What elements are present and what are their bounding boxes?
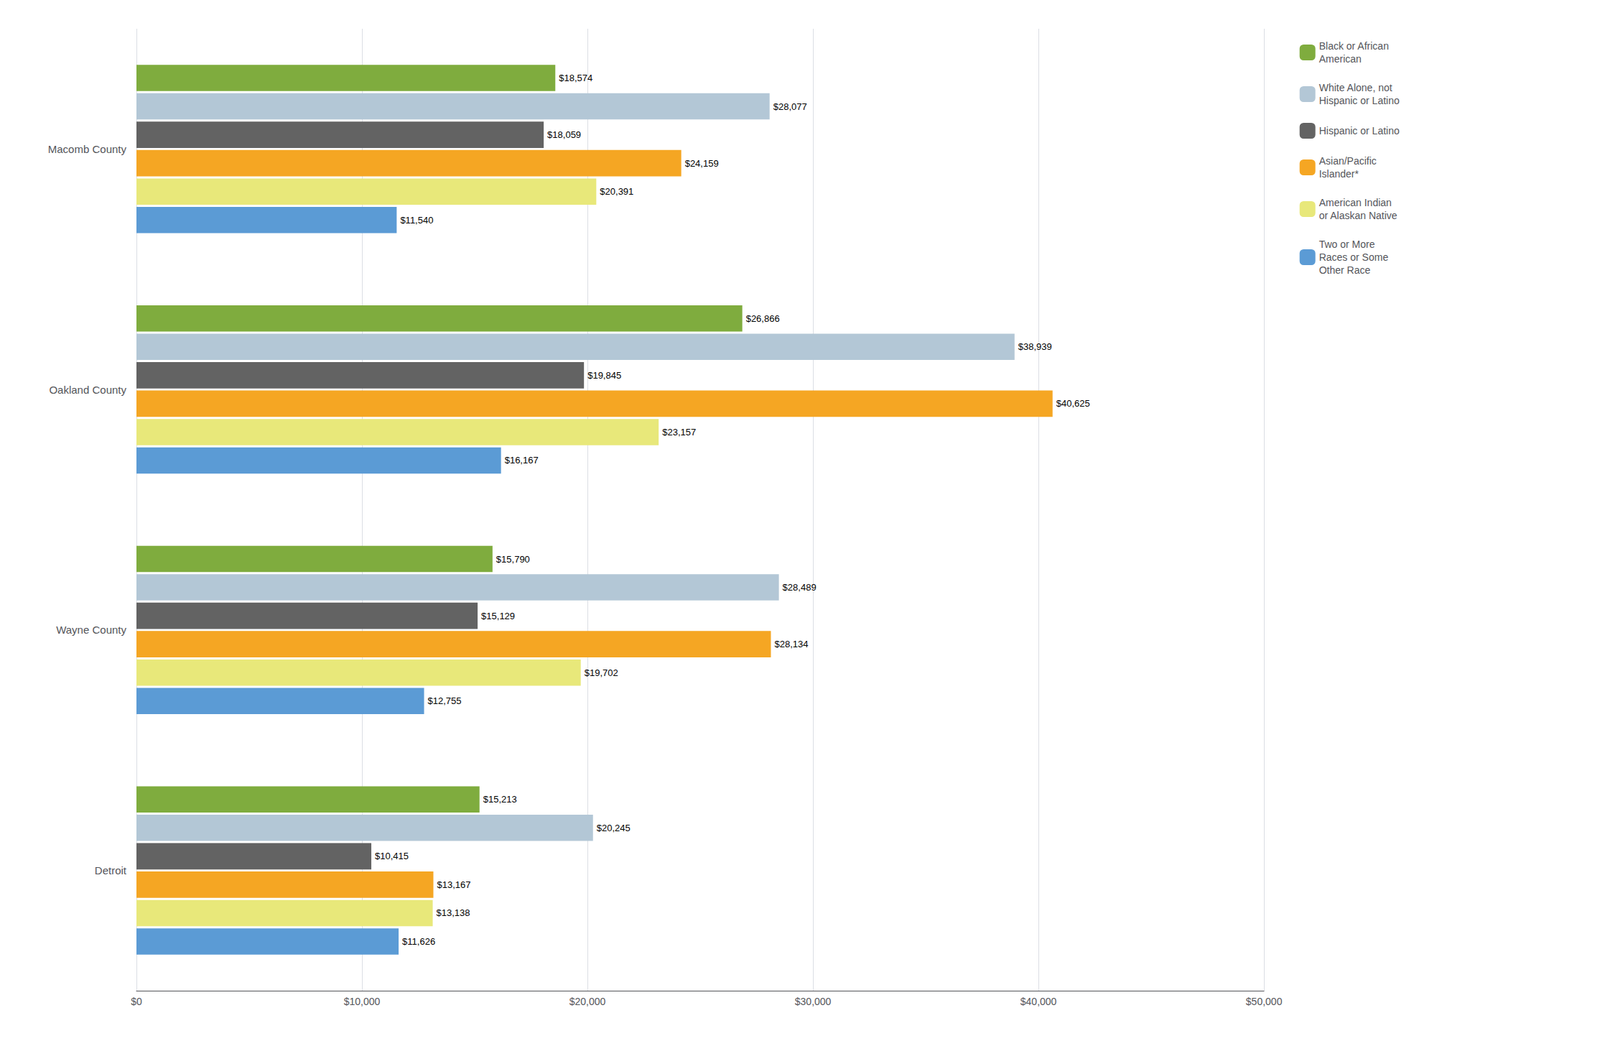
- svg-text:Hispanic or Latino: Hispanic or Latino: [1319, 124, 1400, 137]
- svg-text:$16,167: $16,167: [504, 454, 539, 466]
- svg-text:$11,540: $11,540: [400, 214, 434, 226]
- svg-text:$38,939: $38,939: [1018, 341, 1053, 352]
- svg-text:$0: $0: [130, 995, 143, 1007]
- svg-text:$26,866: $26,866: [746, 313, 780, 324]
- svg-text:$20,391: $20,391: [599, 185, 634, 197]
- svg-text:White Alone, not: White Alone, not: [1319, 81, 1393, 94]
- svg-text:$30,000: $30,000: [794, 995, 832, 1007]
- svg-text:Asian/Pacific: Asian/Pacific: [1319, 155, 1377, 167]
- svg-text:$13,167: $13,167: [436, 878, 471, 890]
- svg-text:Detroit: Detroit: [94, 863, 128, 877]
- svg-text:Oakland County: Oakland County: [48, 383, 127, 396]
- svg-text:Other Race: Other Race: [1319, 264, 1371, 276]
- svg-text:American Indian: American Indian: [1319, 196, 1392, 209]
- svg-text:Wayne County: Wayne County: [56, 623, 127, 636]
- svg-text:$13,138: $13,138: [436, 907, 471, 918]
- svg-text:$40,625: $40,625: [1056, 397, 1091, 409]
- svg-text:$40,000: $40,000: [1020, 995, 1058, 1007]
- svg-text:$19,845: $19,845: [587, 369, 622, 381]
- svg-text:$15,129: $15,129: [481, 610, 515, 622]
- svg-text:Macomb County: Macomb County: [48, 142, 128, 156]
- svg-text:$28,134: $28,134: [774, 638, 808, 650]
- svg-text:$28,077: $28,077: [773, 101, 808, 113]
- svg-text:$19,702: $19,702: [584, 667, 619, 678]
- svg-text:$18,574: $18,574: [558, 72, 593, 84]
- svg-text:Islander*: Islander*: [1319, 168, 1360, 180]
- svg-text:Races or Some: Races or Some: [1319, 251, 1389, 263]
- svg-text:$20,000: $20,000: [569, 995, 607, 1007]
- svg-text:$18,059: $18,059: [547, 129, 581, 141]
- svg-text:$24,159: $24,159: [685, 157, 719, 169]
- svg-text:$11,626: $11,626: [402, 935, 436, 947]
- svg-text:American: American: [1319, 53, 1362, 65]
- svg-text:$50,000: $50,000: [1245, 995, 1283, 1007]
- svg-text:$12,755: $12,755: [428, 695, 462, 706]
- svg-text:$10,415: $10,415: [374, 850, 409, 862]
- svg-text:or Alaskan Native: or Alaskan Native: [1319, 209, 1398, 222]
- svg-text:$23,157: $23,157: [662, 426, 696, 438]
- svg-text:Black or African: Black or African: [1319, 40, 1389, 52]
- svg-text:$10,000: $10,000: [343, 995, 381, 1007]
- svg-text:Two or More: Two or More: [1319, 238, 1376, 250]
- svg-text:$20,245: $20,245: [596, 822, 631, 834]
- svg-text:$15,790: $15,790: [496, 553, 530, 565]
- svg-text:Hispanic or Latino: Hispanic or Latino: [1319, 94, 1400, 107]
- svg-text:$15,213: $15,213: [483, 793, 518, 805]
- svg-text:$28,489: $28,489: [782, 581, 817, 593]
